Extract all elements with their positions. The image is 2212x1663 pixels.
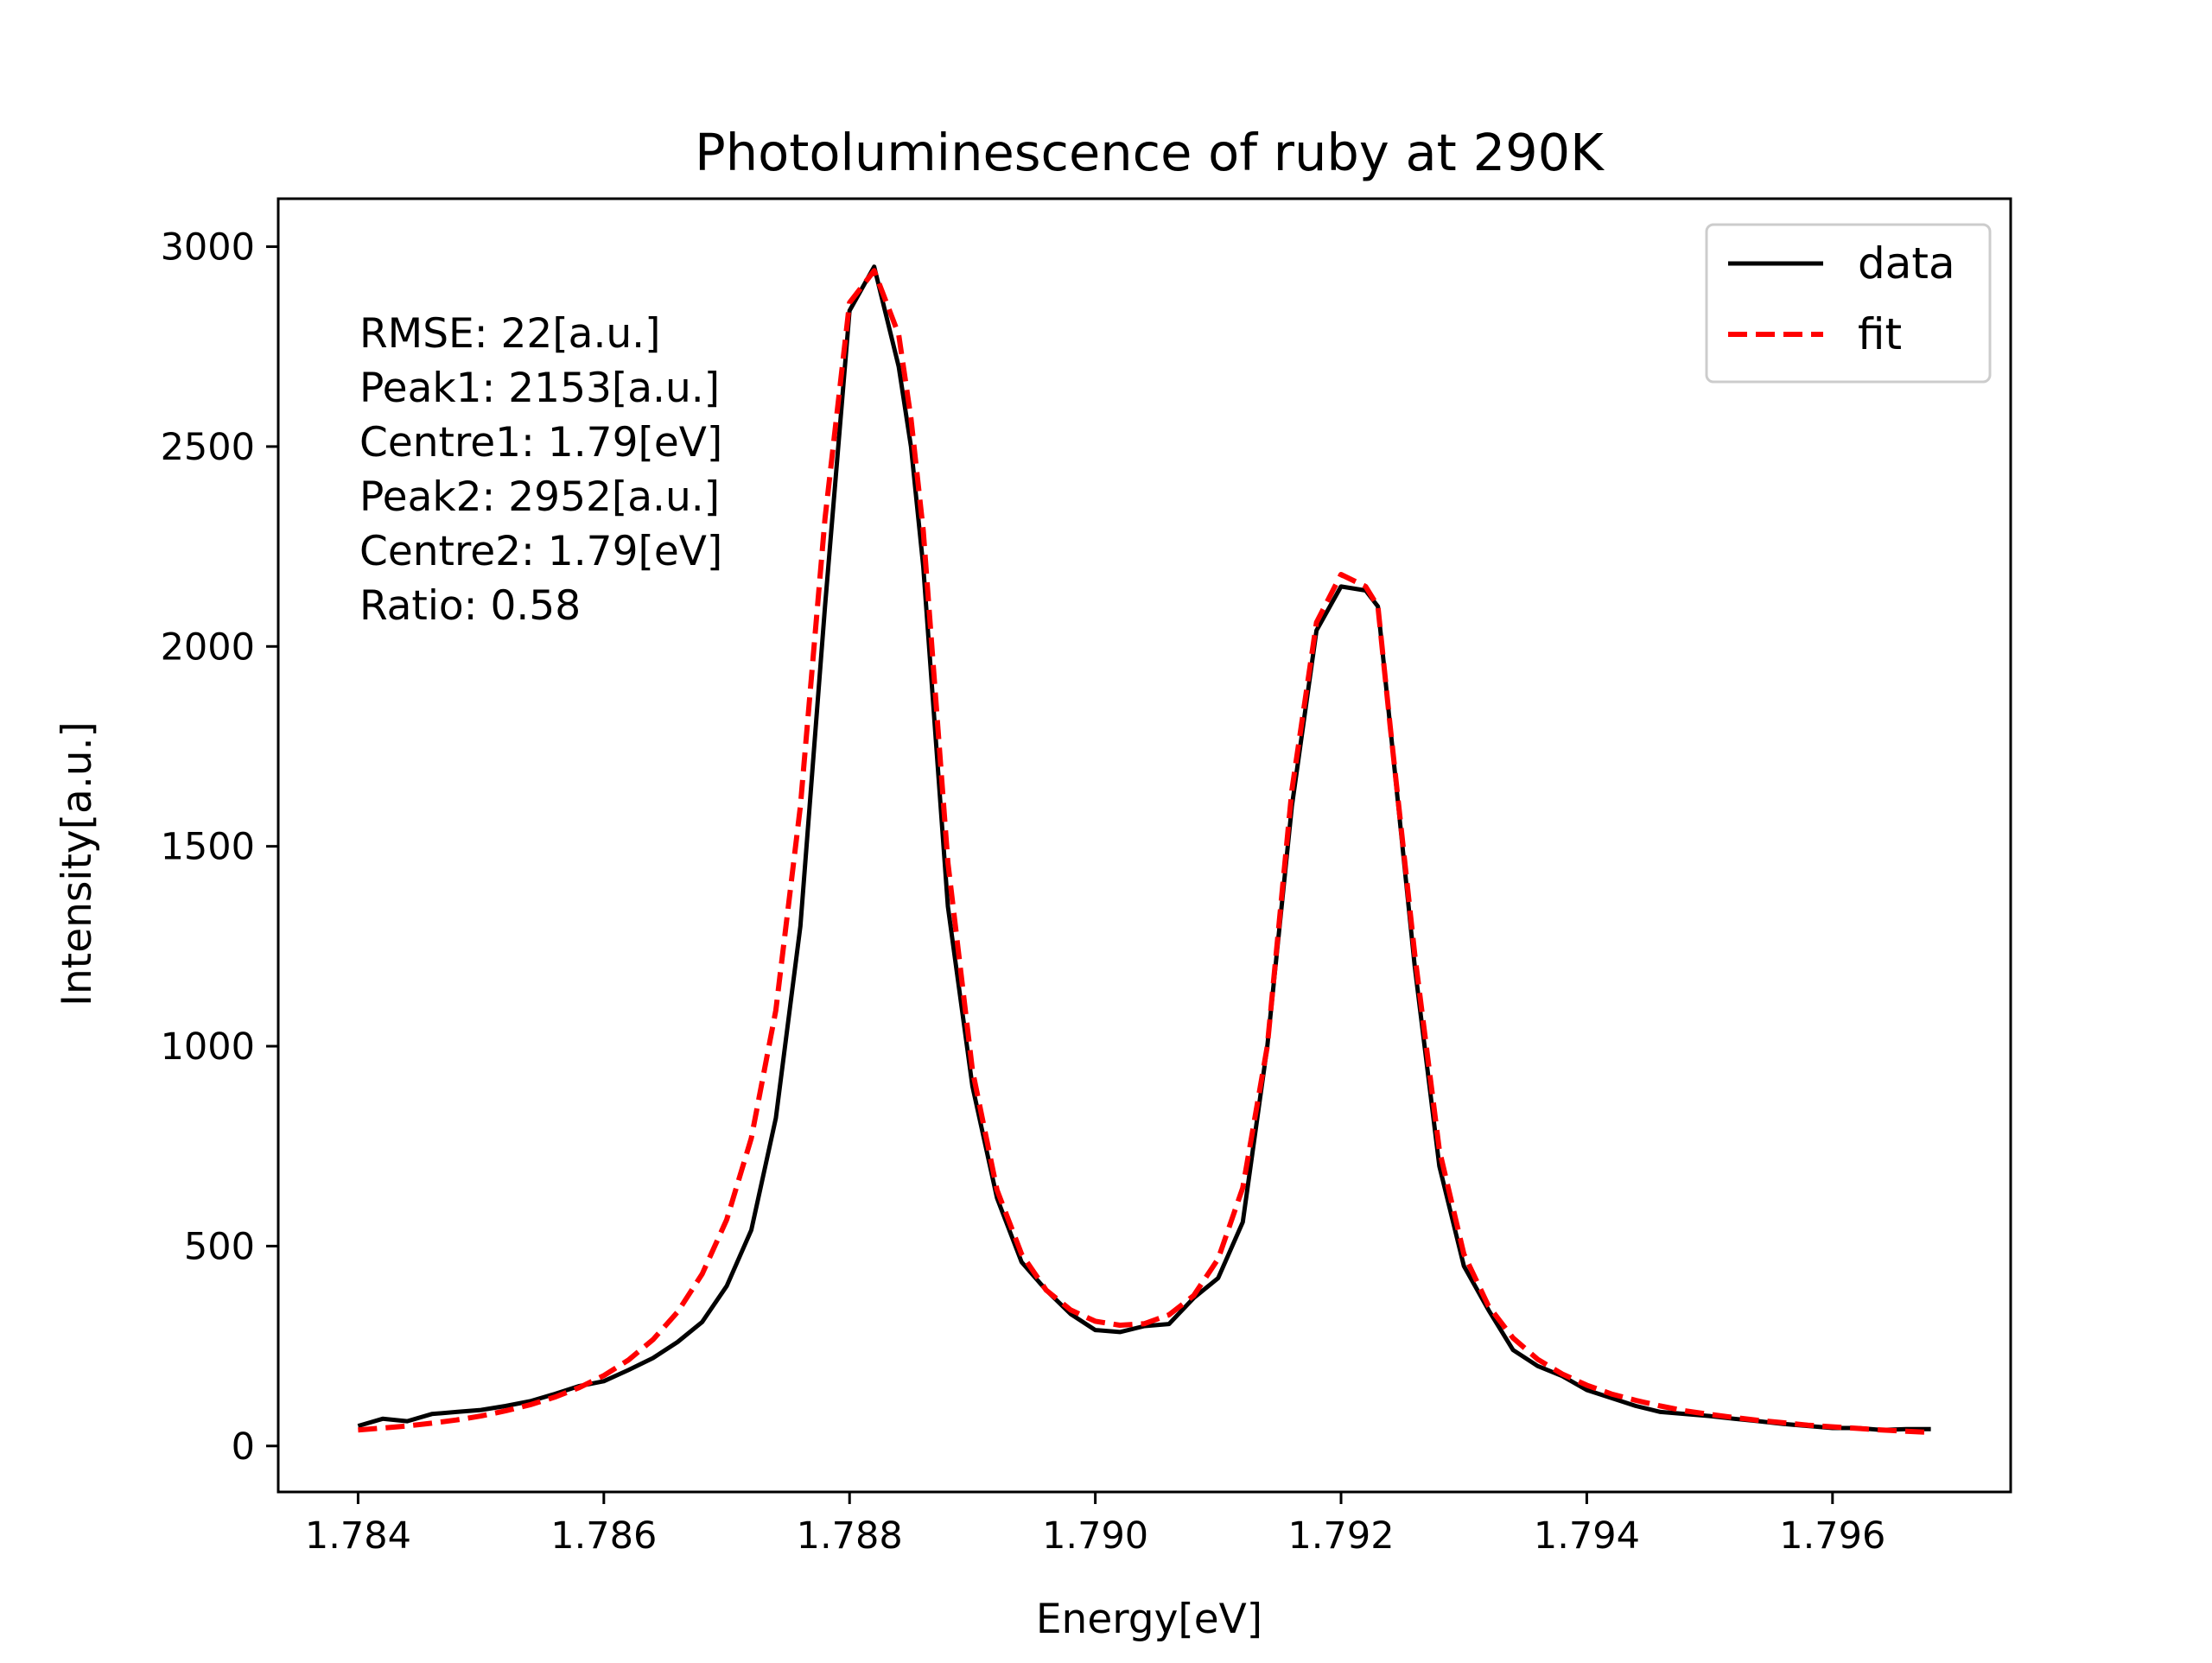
annotation-line: Ratio: 0.58 <box>359 582 581 630</box>
y-tick-label: 2000 <box>161 625 255 669</box>
legend-label-data: data <box>1858 238 1955 289</box>
annotation-line: Peak1: 2153[a.u.] <box>359 365 720 412</box>
x-tick-label: 1.796 <box>1779 1514 1885 1558</box>
x-axis: 1.784 1.786 1.788 1.790 1.792 1.794 1.796 <box>305 1492 1885 1558</box>
annotation-line: Peak2: 2952[a.u.] <box>359 473 720 521</box>
x-tick-label: 1.788 <box>797 1514 903 1558</box>
y-tick-label: 2500 <box>161 426 255 469</box>
annotation-line: RMSE: 22[a.u.] <box>359 310 660 358</box>
fit-summary-annotations: RMSE: 22[a.u.] Peak1: 2153[a.u.] Centre1: … <box>359 310 722 630</box>
y-tick-label: 1500 <box>161 826 255 869</box>
x-tick-label: 1.790 <box>1042 1514 1148 1558</box>
y-tick-label: 1000 <box>161 1025 255 1069</box>
y-tick-label: 500 <box>184 1225 255 1268</box>
y-tick-label: 0 <box>232 1425 255 1469</box>
legend-label-fit: fit <box>1858 309 1902 359</box>
x-tick-label: 1.786 <box>550 1514 657 1558</box>
x-tick-label: 1.784 <box>305 1514 411 1558</box>
y-axis: 0 500 1000 1500 2000 2500 3000 <box>161 226 278 1469</box>
series-line-fit <box>358 268 1931 1436</box>
y-axis-label: Intensity[a.u.] <box>54 721 101 1006</box>
y-tick-label: 3000 <box>161 226 255 270</box>
annotation-line: Centre2: 1.79[eV] <box>359 528 722 575</box>
x-tick-label: 1.792 <box>1287 1514 1394 1558</box>
x-tick-label: 1.794 <box>1534 1514 1640 1558</box>
x-axis-label: Energy[eV] <box>1036 1596 1262 1643</box>
chart-title: Photoluminescence of ruby at 290K <box>695 123 1605 182</box>
annotation-line: Centre1: 1.79[eV] <box>359 419 722 467</box>
legend: data fit <box>1705 223 1992 384</box>
